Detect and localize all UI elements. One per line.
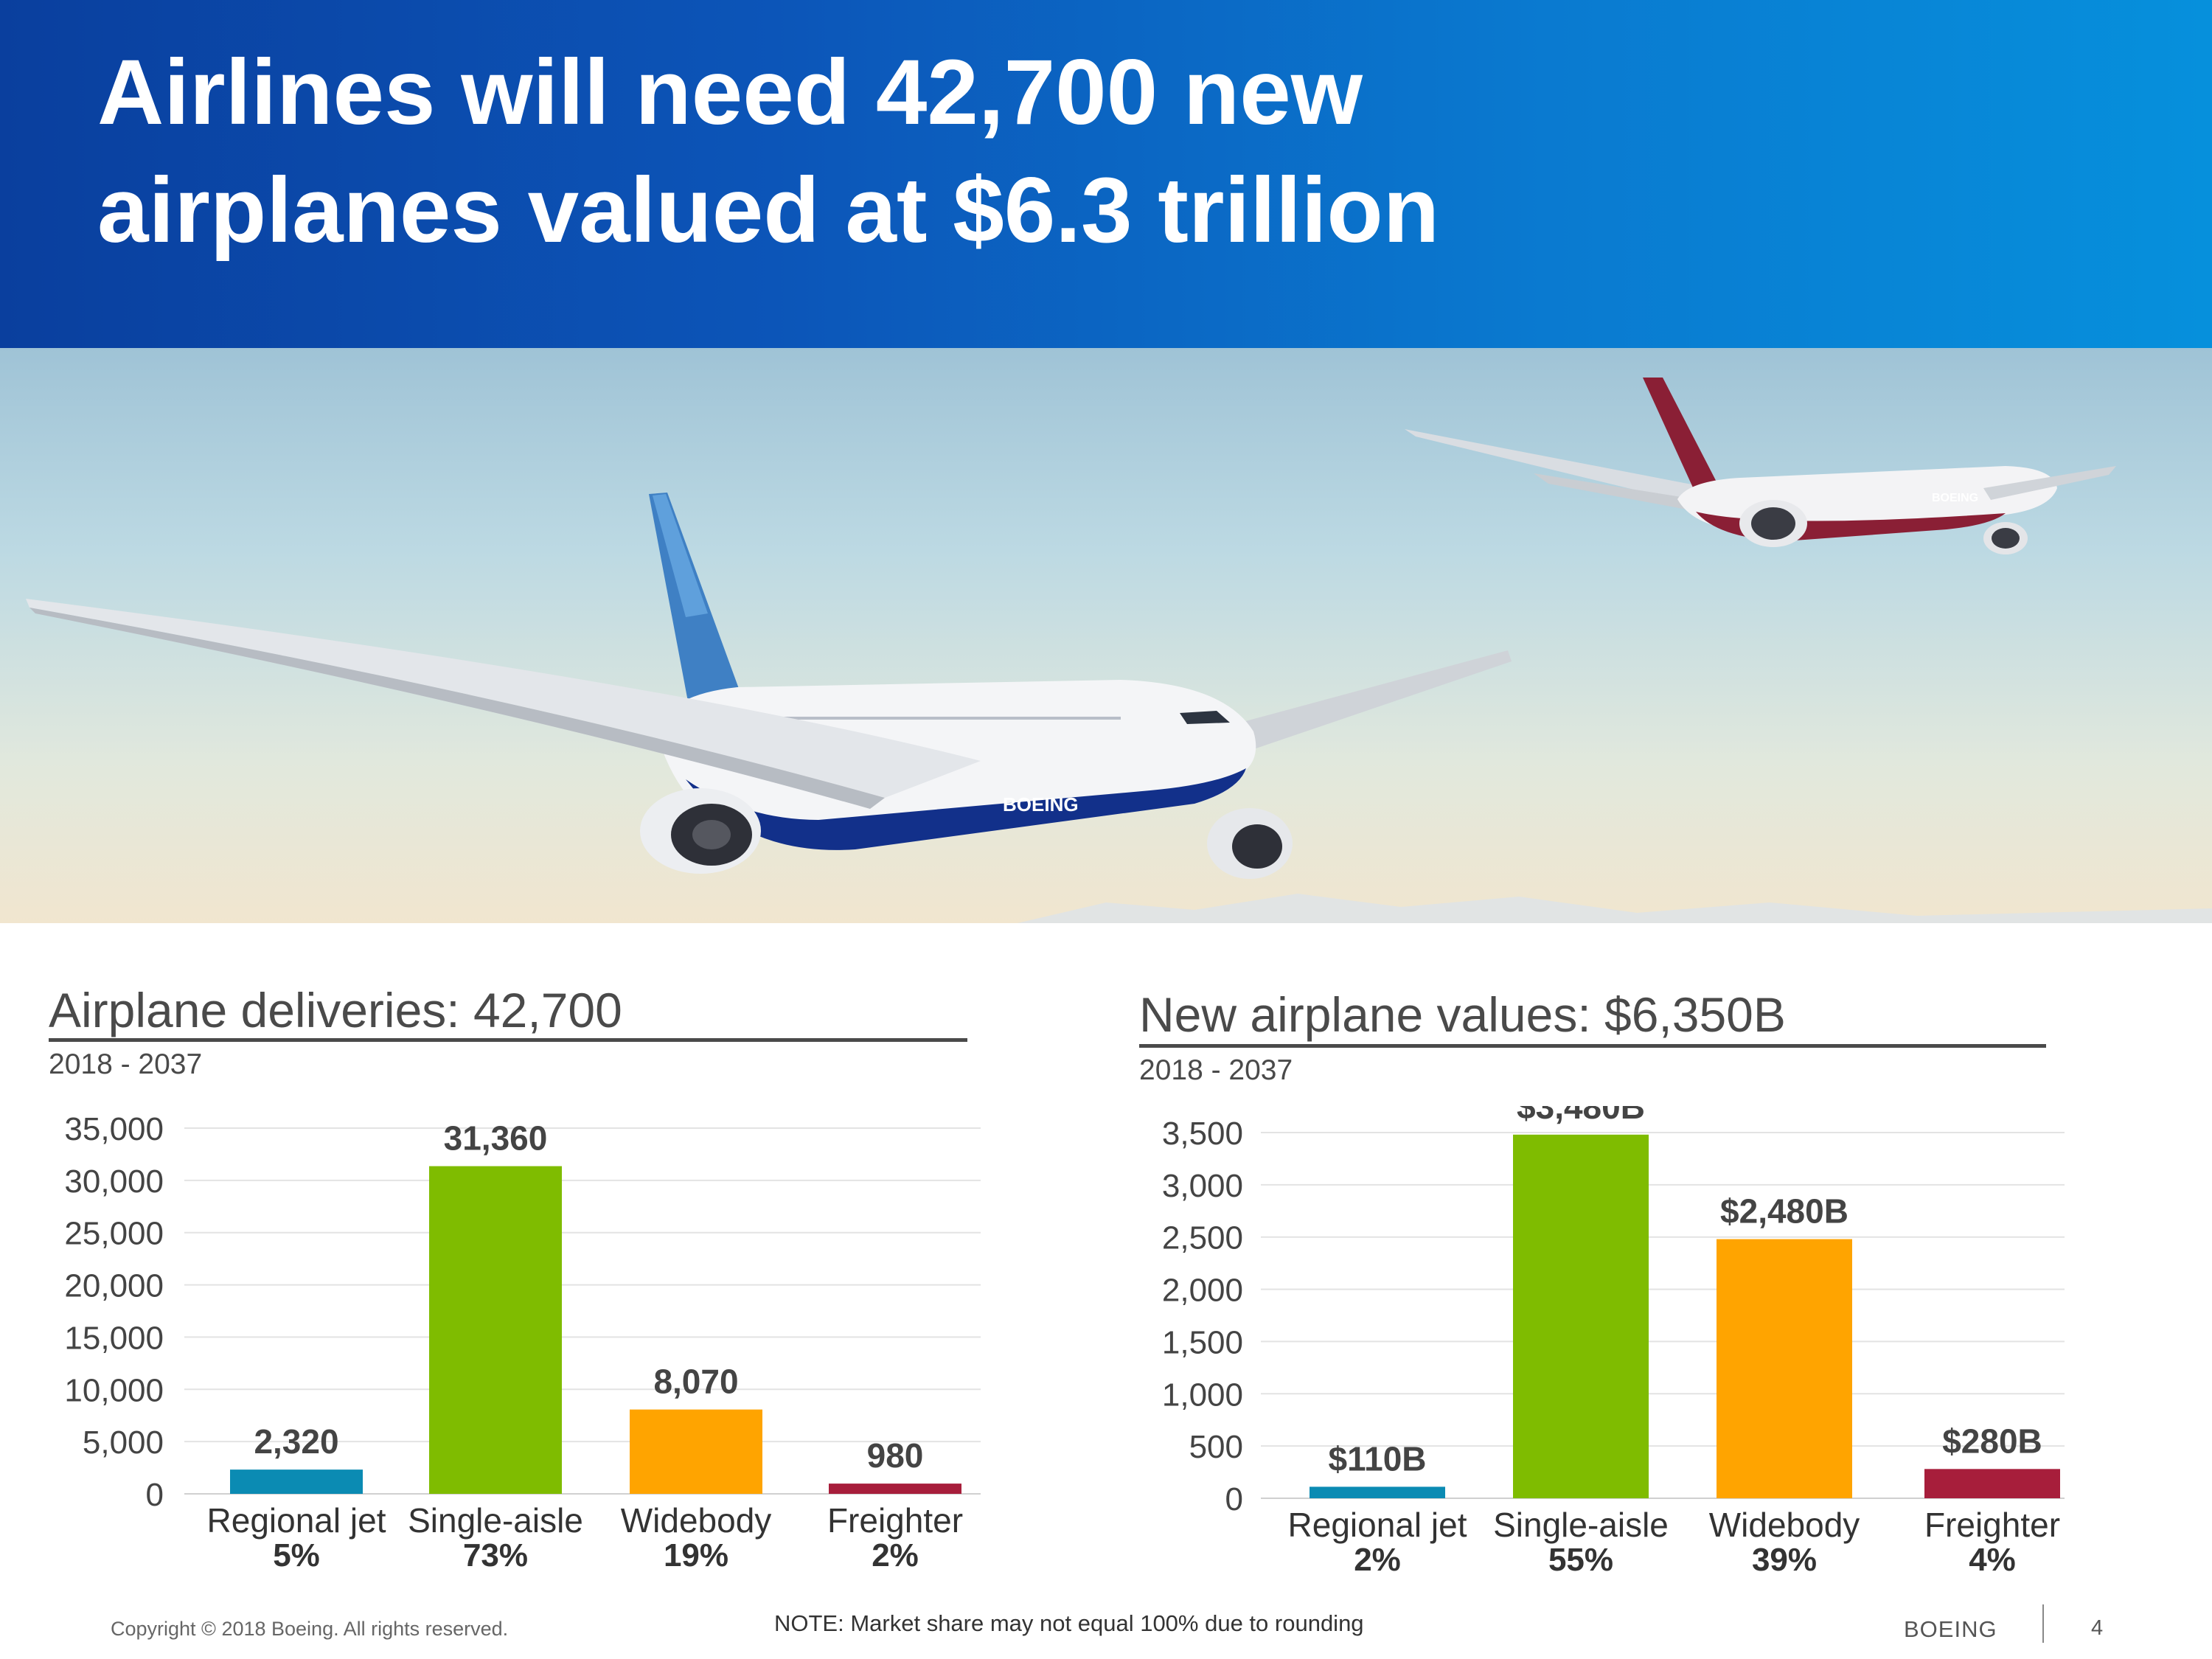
slide-title-line-1: Airlines will need 42,700 new [97,41,1363,144]
values-bar [1924,1469,2060,1498]
deliveries-y-tick-label: 20,000 [64,1268,164,1304]
values-value-label: $110B [1328,1439,1426,1478]
deliveries-value-label: 8,070 [653,1363,738,1401]
values-chart-title: New airplane values: $6,350B [1139,987,1786,1042]
airplanes-photo: BOEING BOEING [0,348,2212,923]
values-y-tick-label: 2,500 [1162,1220,1243,1256]
deliveries-bar [429,1166,562,1494]
copyright-text: Copyright © 2018 Boeing. All rights rese… [111,1618,509,1640]
deliveries-value-label: 31,360 [444,1119,548,1158]
deliveries-y-tick-label: 25,000 [64,1216,164,1252]
slide-title: Airlines will need 42,700 new airplanes … [97,34,2088,270]
values-bar [1310,1486,1445,1498]
values-bar [1717,1239,1852,1498]
values-title-rule [1139,1044,2046,1048]
deliveries-y-tick-label: 15,000 [64,1320,164,1356]
values-y-tick-label: 1,000 [1162,1377,1243,1413]
values-share-label: 39% [1752,1542,1817,1578]
values-y-tick-label: 0 [1225,1481,1243,1517]
rear-airplane-icon: BOEING [1405,378,2116,554]
values-value-label: $3,480B [1517,1106,1645,1126]
page-number: 4 [2091,1616,2104,1640]
deliveries-share-label: 19% [664,1537,728,1573]
deliveries-y-tick-label: 0 [146,1477,164,1513]
deliveries-category-label: Regional jet [207,1501,386,1540]
airplanes-illustration: BOEING BOEING [26,378,2212,923]
values-y-tick-label: 2,000 [1162,1273,1243,1309]
values-share-label: 2% [1354,1542,1401,1578]
deliveries-bar [829,1484,961,1494]
deliveries-bar [630,1409,762,1494]
rear-airplane-livery: BOEING [1932,492,1978,504]
values-category-label: Regional jet [1288,1506,1467,1544]
deliveries-share-label: 73% [463,1537,528,1573]
deliveries-y-tick-label: 35,000 [64,1111,164,1147]
values-chart-subtitle: 2018 - 2037 [1139,1054,1293,1086]
values-category-label: Widebody [1709,1506,1860,1544]
values-y-tick-label: 500 [1189,1429,1243,1465]
deliveries-title-rule [49,1038,967,1042]
values-bar [1513,1134,1649,1498]
deliveries-category-label: Widebody [621,1501,772,1540]
values-value-label: $280B [1942,1422,2042,1460]
title-banner: Airlines will need 42,700 new airplanes … [0,0,2212,348]
values-share-label: 55% [1548,1542,1613,1578]
front-airplane-icon: BOEING [26,493,1512,879]
deliveries-y-tick-label: 5,000 [83,1425,164,1461]
values-y-tick-label: 3,500 [1162,1116,1243,1152]
deliveries-y-tick-label: 10,000 [64,1372,164,1408]
values-bar-chart: 0 500 1,000 1,500 2,000 2,500 3,000 3,500 $110B R… [1162,1106,2065,1578]
deliveries-category-label: Single-aisle [408,1501,583,1540]
slide-title-line-2: airplanes valued at $6.3 trillion [97,159,1440,262]
deliveries-share-label: 2% [872,1537,919,1573]
values-value-label: $2,480B [1720,1192,1848,1231]
deliveries-category-label: Freighter [827,1501,963,1540]
deliveries-value-label: 2,320 [254,1422,338,1461]
deliveries-share-label: 5% [273,1537,320,1573]
values-category-label: Single-aisle [1493,1506,1669,1544]
deliveries-value-label: 980 [867,1436,924,1475]
values-share-label: 4% [1969,1542,2016,1578]
footer-divider [2042,1604,2044,1643]
values-y-tick-label: 1,500 [1162,1324,1243,1360]
deliveries-chart-title: Airplane deliveries: 42,700 [49,983,622,1037]
deliveries-bar [230,1470,363,1494]
values-y-tick-label: 3,000 [1162,1168,1243,1204]
deliveries-bar-chart: 0 5,000 10,000 15,000 20,000 25,000 30,000 35,0… [64,1111,981,1573]
rounding-note: NOTE: Market share may not equal 100% du… [774,1610,1364,1636]
deliveries-chart-subtitle: 2018 - 2037 [49,1048,203,1080]
deliveries-y-tick-label: 30,000 [64,1164,164,1200]
front-airplane-livery: BOEING [1003,793,1079,815]
boeing-logo: BOEING [1904,1616,1997,1642]
values-category-label: Freighter [1924,1506,2060,1544]
